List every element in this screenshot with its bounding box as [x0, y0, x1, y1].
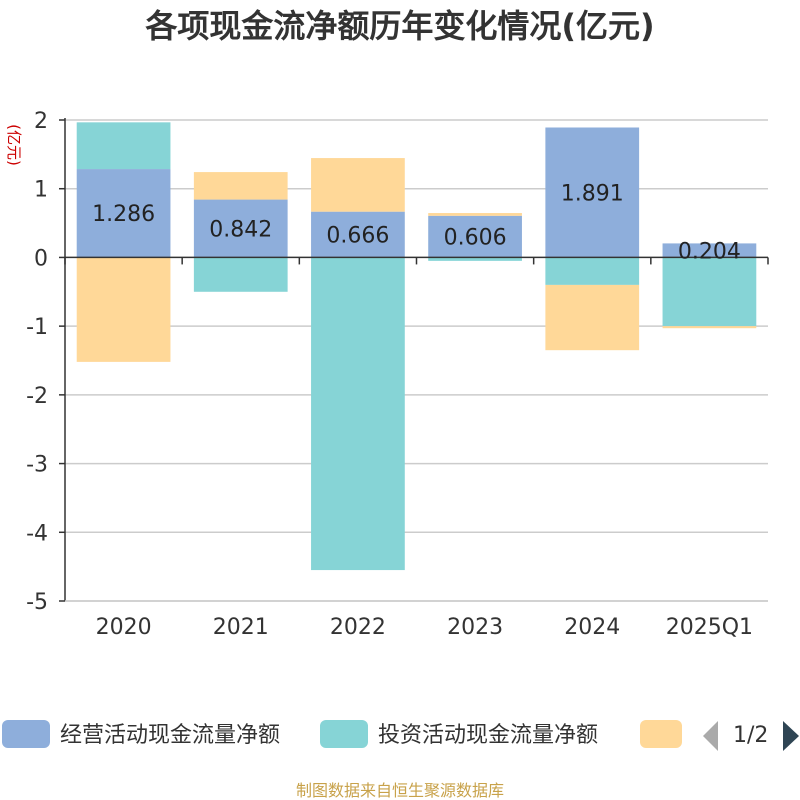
- x-tick-label: 2025Q1: [666, 615, 753, 640]
- data-label: 0.666: [326, 224, 389, 249]
- y-axis-unit-label: (亿元): [5, 124, 23, 166]
- bar-series0-2025Q1[interactable]: [662, 243, 757, 258]
- data-label: 0.842: [209, 217, 272, 242]
- data-label: 1.891: [561, 181, 624, 206]
- legend-label-operating[interactable]: 经营活动现金流量净额: [60, 723, 280, 748]
- y-tick-labels: 2 1 0 -1 -2 -3 -4 -5: [26, 109, 48, 615]
- bar-series1-2021[interactable]: [193, 257, 288, 292]
- legend-page-indicator: 1/2: [733, 723, 768, 748]
- y-tick-label: -2: [26, 384, 48, 409]
- legend-label-investing[interactable]: 投资活动现金流量净额: [378, 723, 598, 748]
- bar-series0-2023[interactable]: [428, 215, 522, 258]
- y-tick-label: -5: [26, 590, 48, 615]
- x-tick-label: 2023: [447, 615, 503, 640]
- bar-series2-2021[interactable]: [193, 172, 288, 200]
- x-tick-label: 2022: [330, 615, 386, 640]
- bar-series0-2020[interactable]: [76, 169, 171, 258]
- y-tick-label: 2: [34, 109, 48, 134]
- legend: 经营活动现金流量净额 投资活动现金流量净额 1/2: [2, 720, 799, 751]
- x-tick-labels: 2020 2021 2022 2023 2024 2025Q1: [96, 615, 753, 640]
- legend-swatch-financing[interactable]: [640, 720, 682, 748]
- bar-series1-2022[interactable]: [311, 257, 405, 571]
- y-tick-label: -3: [26, 453, 48, 478]
- y-tick-label: -4: [26, 521, 48, 546]
- x-tick-label: 2020: [96, 615, 152, 640]
- legend-swatch-investing[interactable]: [320, 720, 368, 748]
- bar-series2-2024[interactable]: [545, 284, 640, 351]
- footer-source: 制图数据来自恒生聚源数据库: [296, 781, 504, 800]
- bar-series1-2023[interactable]: [428, 257, 522, 261]
- x-tick-label: 2021: [213, 615, 269, 640]
- legend-swatch-operating[interactable]: [2, 720, 50, 748]
- bar-series1-2020[interactable]: [76, 122, 171, 170]
- bar-series2-2020[interactable]: [76, 257, 171, 362]
- bar-series0-2024[interactable]: [545, 127, 640, 258]
- bar-series0-2021[interactable]: [193, 199, 288, 258]
- bar-series2-2025Q1[interactable]: [662, 326, 757, 329]
- x-tick-label: 2024: [564, 615, 620, 640]
- y-tick-label: -1: [26, 315, 48, 340]
- bar-series2-2023[interactable]: [428, 213, 522, 216]
- bar-series0-2022[interactable]: [311, 211, 405, 258]
- chart-title: 各项现金流净额历年变化情况(亿元): [145, 7, 654, 45]
- bar-series2-2022[interactable]: [311, 158, 405, 212]
- bars: [76, 122, 757, 571]
- data-labels: 1.286 0.842 0.666 0.606 1.891 0.204: [92, 181, 741, 264]
- legend-next-page-arrow-icon[interactable]: [783, 721, 799, 751]
- y-tick-label: 0: [34, 246, 48, 271]
- y-tick-label: 1: [34, 178, 48, 203]
- data-label: 0.606: [444, 226, 507, 251]
- data-label: 1.286: [92, 202, 155, 227]
- legend-prev-page-arrow-icon[interactable]: [703, 721, 718, 751]
- bar-series1-2025Q1[interactable]: [662, 257, 757, 327]
- axes: [64, 118, 769, 602]
- data-label: 0.204: [678, 239, 741, 264]
- bar-series1-2024[interactable]: [545, 257, 640, 285]
